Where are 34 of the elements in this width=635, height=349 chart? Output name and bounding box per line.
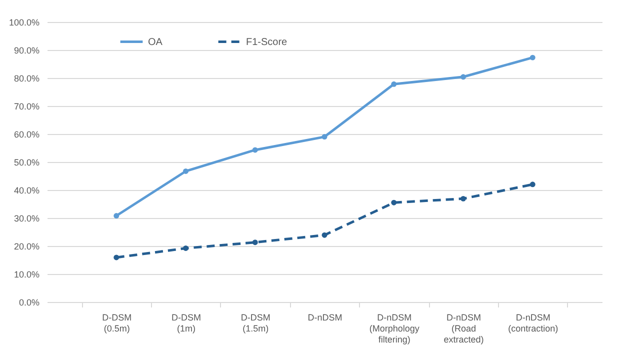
point bbox=[114, 254, 120, 260]
point bbox=[460, 74, 466, 80]
x-tick-label: D-DSM (0.5m) bbox=[102, 312, 132, 334]
point bbox=[322, 232, 328, 238]
point bbox=[183, 246, 188, 251]
x-tick-label: D-DSM (1.5m) bbox=[240, 312, 270, 334]
y-tick-label: 60.0% bbox=[14, 130, 40, 140]
legend-label: F1-Score bbox=[246, 36, 288, 48]
y-tick-label: 10.0% bbox=[14, 270, 40, 280]
x-tick-label: D-nDSM (Road extracted) bbox=[444, 312, 484, 344]
y-tick-label: 90.0% bbox=[14, 46, 40, 56]
y-tick-label: 70.0% bbox=[14, 102, 40, 112]
point bbox=[391, 81, 397, 87]
x-tick-label: D-nDSM (Morphology filtering) bbox=[369, 312, 420, 344]
y-tick-label: 40.0% bbox=[14, 186, 40, 196]
y-tick-label: 50.0% bbox=[14, 158, 40, 168]
point bbox=[252, 240, 258, 246]
point bbox=[183, 168, 188, 174]
point bbox=[322, 134, 328, 140]
legend-label: OA bbox=[148, 36, 163, 48]
y-tick-label: 30.0% bbox=[14, 214, 40, 224]
y-tick-label: 80.0% bbox=[14, 74, 40, 84]
y-tick-label: 0.0% bbox=[18, 298, 40, 308]
point bbox=[460, 196, 466, 202]
point bbox=[530, 54, 536, 60]
x-tick-label: D-nDSM (contraction) bbox=[508, 312, 558, 334]
y-tick-label: 20.0% bbox=[14, 242, 40, 252]
y-tick-label: 100.0% bbox=[8, 18, 40, 28]
x-tick-label: D-DSM (1m) bbox=[172, 312, 201, 334]
point bbox=[252, 147, 258, 153]
point bbox=[114, 213, 120, 218]
point bbox=[391, 200, 397, 206]
x-tick-label: D-nDSM bbox=[308, 312, 342, 322]
point bbox=[530, 182, 536, 188]
